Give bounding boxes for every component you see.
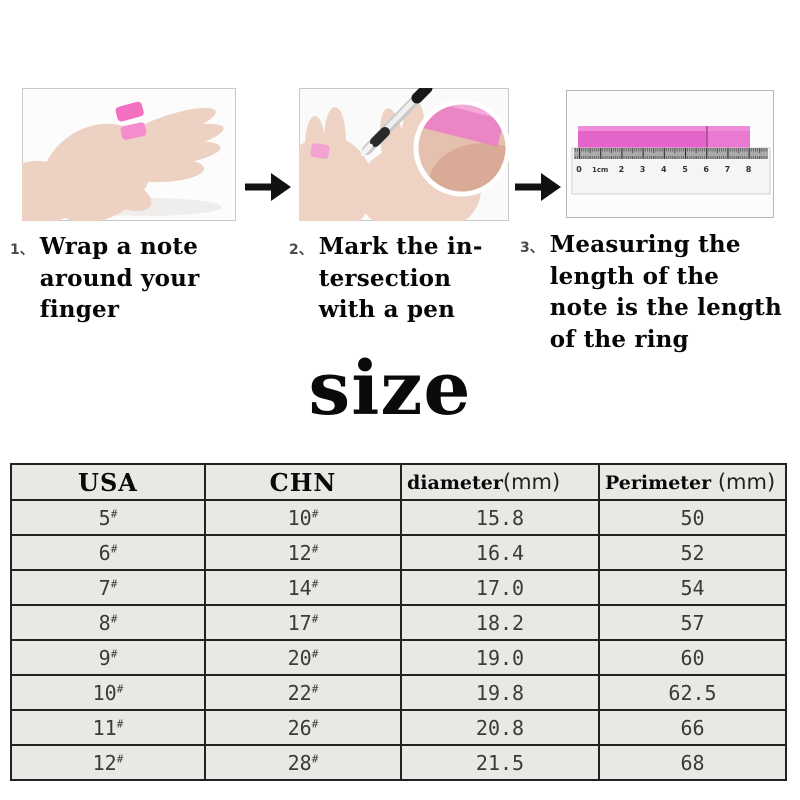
ruler-label: 7 xyxy=(725,165,731,174)
pen-marking-illustration xyxy=(299,88,509,221)
step3-photo-ruler-measuring: 0 1cm 2 3 4 5 6 7 8 xyxy=(566,90,774,218)
table-row: 10# 22# 19.8 62.5 xyxy=(10,674,787,711)
table-row: 11# 26# 20.8 66 xyxy=(10,709,787,746)
ruler-label: 8 xyxy=(746,165,752,174)
col-header-diameter: diameter(mm) xyxy=(400,463,600,501)
ruler-label: 3 xyxy=(640,165,646,174)
ruler-label: 4 xyxy=(661,165,667,174)
diameter-cell: 18.2 xyxy=(400,604,600,641)
chn-cell: 12# xyxy=(204,534,402,571)
ruler-illustration: 0 1cm 2 3 4 5 6 7 8 xyxy=(566,90,774,218)
hand xyxy=(22,107,224,221)
usa-cell: 6# xyxy=(10,534,206,571)
chn-cell: 26# xyxy=(204,709,402,746)
col-header-usa: USA xyxy=(10,463,206,501)
ruler-label: 1cm xyxy=(592,166,608,174)
chn-cell: 10# xyxy=(204,499,402,536)
right-arrow-icon xyxy=(512,168,564,206)
perimeter-cell: 52 xyxy=(598,534,787,571)
table-row: 7# 14# 17.0 54 xyxy=(10,569,787,606)
perimeter-cell: 68 xyxy=(598,744,787,781)
perimeter-cell: 60 xyxy=(598,639,787,676)
page-title: size xyxy=(308,346,472,432)
step2-caption: 2、 Mark the in- tersection with a pen xyxy=(289,231,534,326)
table-row: 5# 10# 15.8 50 xyxy=(10,499,787,536)
diameter-cell: 17.0 xyxy=(400,569,600,606)
usa-cell: 11# xyxy=(10,709,206,746)
perimeter-cell: 57 xyxy=(598,604,787,641)
pink-note-strip xyxy=(578,126,750,148)
pink-note-on-finger xyxy=(310,143,330,159)
step2-photo-pen-marking xyxy=(299,88,509,221)
table-header-row: USA CHN diameter(mm) Perimeter (mm) xyxy=(10,463,787,501)
usa-cell: 5# xyxy=(10,499,206,536)
step1-photo-hand-with-note xyxy=(22,88,236,221)
right-arrow-icon xyxy=(242,168,294,206)
pink-note-band-1 xyxy=(115,101,144,122)
pen xyxy=(361,88,433,156)
col-header-chn: CHN xyxy=(204,463,402,501)
step3-text: Measuring the length of the note is the … xyxy=(549,231,782,354)
step1-caption: 1、 Wrap a note around your finger xyxy=(10,231,260,326)
pink-note-band-2 xyxy=(120,122,147,140)
ring-size-table: USA CHN diameter(mm) Perimeter (mm) 5# 1… xyxy=(10,463,787,781)
chn-cell: 20# xyxy=(204,639,402,676)
chn-cell: 28# xyxy=(204,744,402,781)
usa-cell: 9# xyxy=(10,639,206,676)
usa-cell: 7# xyxy=(10,569,206,606)
diameter-cell: 20.8 xyxy=(400,709,600,746)
table-row: 6# 12# 16.4 52 xyxy=(10,534,787,571)
table-row: 9# 20# 19.0 60 xyxy=(10,639,787,676)
chn-cell: 22# xyxy=(204,674,402,711)
diameter-cell: 19.8 xyxy=(400,674,600,711)
usa-cell: 10# xyxy=(10,674,206,711)
table-row: 8# 17# 18.2 57 xyxy=(10,604,787,641)
diameter-cell: 16.4 xyxy=(400,534,600,571)
step2-text: Mark the in- tersection with a pen xyxy=(318,233,483,324)
step1-text: Wrap a note around your finger xyxy=(39,233,200,324)
step2-number: 2、 xyxy=(289,242,313,258)
perimeter-cell: 54 xyxy=(598,569,787,606)
perimeter-cell: 50 xyxy=(598,499,787,536)
ruler-label: 2 xyxy=(619,165,625,174)
perimeter-cell: 62.5 xyxy=(598,674,787,711)
hand-with-note-illustration xyxy=(22,88,236,221)
diameter-cell: 21.5 xyxy=(400,744,600,781)
ruler-label: 0 xyxy=(576,165,582,174)
chn-cell: 14# xyxy=(204,569,402,606)
step3-number: 3、 xyxy=(520,240,544,256)
diameter-cell: 19.0 xyxy=(400,639,600,676)
col-header-perimeter: Perimeter (mm) xyxy=(598,463,787,501)
ruler-label: 5 xyxy=(682,165,688,174)
step1-number: 1、 xyxy=(10,242,34,258)
ruler: 0 1cm 2 3 4 5 6 7 8 xyxy=(571,147,771,195)
diameter-cell: 15.8 xyxy=(400,499,600,536)
chn-cell: 17# xyxy=(204,604,402,641)
usa-cell: 12# xyxy=(10,744,206,781)
step3-caption: 3、 Measuring the length of the note is t… xyxy=(520,229,798,356)
perimeter-cell: 66 xyxy=(598,709,787,746)
table-row: 12# 28# 21.5 68 xyxy=(10,744,787,781)
usa-cell: 8# xyxy=(10,604,206,641)
ruler-label: 6 xyxy=(703,165,709,174)
